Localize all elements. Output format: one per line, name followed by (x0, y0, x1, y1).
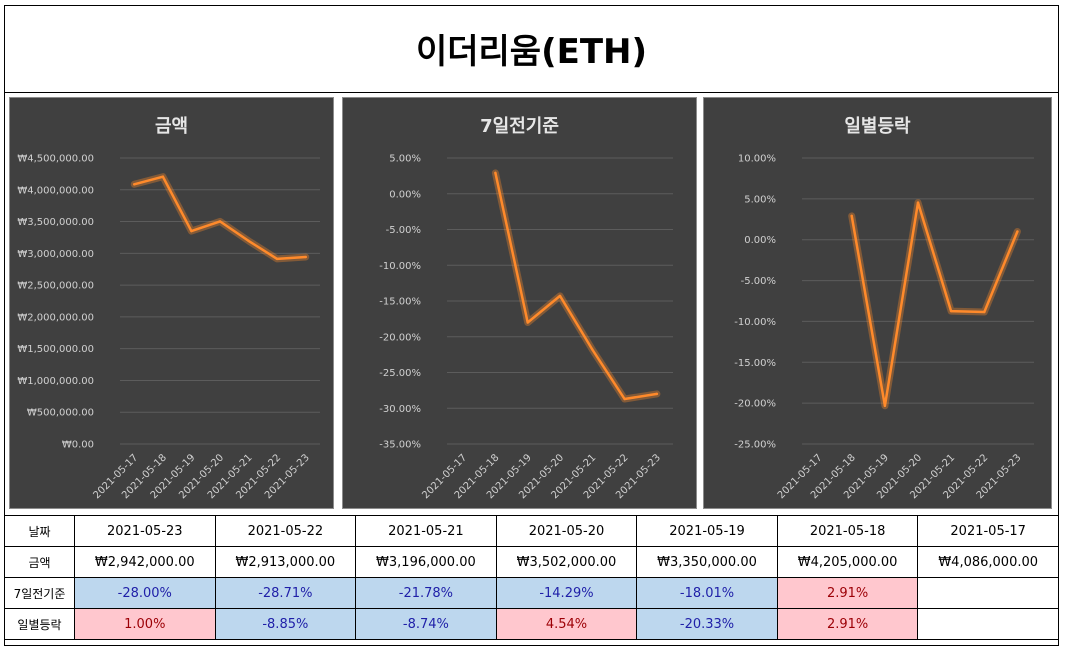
weekly-change-chart: 7일전기준 -35.00% -30.00% -25.00% -20.00% -15.00%… (342, 97, 697, 509)
table-row-week: 7일전기준 -28.00% -28.71% -21.78% -14.29% -18.01… (4, 577, 1059, 609)
amount-cell: ₩3,502,000.00 (495, 546, 638, 578)
amount-cell: ₩3,196,000.00 (355, 546, 497, 578)
daily-change-cell: -8.85% (214, 608, 357, 640)
y-tick-label: 10.00% (738, 154, 776, 165)
chart-svg: 일별등락 -25.00% -20.00% -15.00% -10.00% -5.00% 0.… (734, 116, 1034, 501)
y-tick-label: -10.00% (379, 261, 421, 272)
y-tick-label: ₩0.00 (62, 440, 94, 451)
week-change-cell: -14.29% (495, 577, 638, 609)
y-tick-label: -25.00% (734, 440, 776, 451)
data-point (949, 309, 953, 313)
chart-title: 일별등락 (844, 116, 911, 137)
week-change-cell (917, 577, 1059, 609)
data-point (1016, 230, 1019, 233)
week-change-cell: -21.78% (355, 577, 497, 609)
data-point (247, 239, 250, 243)
daily-change-cell: 2.91% (776, 608, 919, 640)
data-point (655, 392, 659, 396)
y-tick-label: ₩1,000,000.00 (17, 376, 94, 387)
y-tick-label: 5.00% (744, 194, 776, 205)
row-label-week: 7일전기준 (4, 577, 75, 609)
data-point (133, 183, 136, 186)
data-point (526, 321, 529, 324)
data-point (190, 229, 193, 233)
row-label-daily: 일별등락 (4, 608, 75, 640)
y-tick-label: -20.00% (379, 332, 421, 343)
data-point (591, 348, 594, 351)
y-tick-label: 0.00% (744, 235, 776, 246)
series-line (850, 201, 1019, 408)
data-point (494, 171, 497, 175)
amount-chart: 금액 ₩0.00 ₩500,000.00 ₩1,000,000.00 ₩1,500,00… (9, 97, 334, 509)
series-glow (848, 199, 1021, 410)
y-tick-label: ₩1,500,000.00 (17, 344, 94, 355)
series-line (494, 171, 659, 401)
y-tick-label: ₩2,000,000.00 (17, 312, 94, 323)
week-change-cell: 2.91% (776, 577, 919, 609)
table-row-amount: 금액 ₩2,942,000.00 ₩2,913,000.00 ₩3,196,000.… (4, 546, 1059, 578)
date-cell: 2021-05-21 (355, 515, 497, 547)
y-tick-label: -5.00% (741, 276, 776, 287)
chart-title: 7일전기준 (480, 116, 559, 137)
amount-cell: ₩3,350,000.00 (636, 546, 778, 578)
data-point (623, 397, 626, 401)
week-change-cell: -28.00% (74, 577, 216, 609)
amount-cell: ₩4,086,000.00 (917, 546, 1059, 578)
y-tick-label: -25.00% (379, 368, 421, 379)
data-point (983, 310, 986, 314)
y-tick-label: -5.00% (386, 225, 421, 236)
date-cell: 2021-05-17 (917, 515, 1059, 547)
chart-title: 금액 (155, 116, 188, 137)
y-tick-label: -15.00% (734, 358, 776, 369)
daily-change-chart: 일별등락 -25.00% -20.00% -15.00% -10.00% -5.00% 0.… (703, 97, 1052, 509)
y-tick-label: -10.00% (734, 317, 776, 328)
date-cell: 2021-05-19 (636, 515, 778, 547)
week-change-cell: -28.71% (214, 577, 357, 609)
y-tick-label: ₩4,500,000.00 (17, 154, 94, 165)
y-tick-label: -35.00% (379, 440, 421, 451)
amount-cell: ₩2,942,000.00 (74, 546, 216, 578)
y-tick-label: -15.00% (379, 297, 421, 308)
y-tick-label: ₩3,000,000.00 (17, 249, 94, 260)
data-table: 날짜 2021-05-23 2021-05-22 2021-05-21 2021-05… (4, 515, 1059, 640)
y-tick-label: -30.00% (379, 404, 421, 415)
daily-change-cell: -8.74% (355, 608, 497, 640)
chart-svg: 7일전기준 -35.00% -30.00% -25.00% -20.00% -15.00%… (379, 116, 673, 501)
date-cell: 2021-05-23 (74, 515, 216, 547)
y-tick-label: 5.00% (389, 154, 421, 165)
date-cell: 2021-05-18 (776, 515, 919, 547)
data-point (218, 220, 222, 223)
series-line (133, 175, 307, 261)
data-point (304, 255, 307, 259)
y-tick-label: ₩3,500,000.00 (17, 217, 94, 228)
data-point (850, 214, 853, 218)
table-row-daily: 일별등락 1.00% -8.85% -8.74% 4.54% -20.33% 2.91% (4, 608, 1059, 640)
y-tick-label: -20.00% (734, 399, 776, 410)
daily-change-cell: 1.00% (74, 608, 216, 640)
week-change-cell: -18.01% (636, 577, 778, 609)
chart-svg: 금액 ₩0.00 ₩500,000.00 ₩1,000,000.00 ₩1,500,00… (17, 116, 320, 501)
amount-cell: ₩2,913,000.00 (214, 546, 357, 578)
daily-change-cell (917, 608, 1059, 640)
data-point (558, 294, 562, 298)
data-point (275, 257, 279, 261)
daily-change-cell: 4.54% (495, 608, 638, 640)
data-point (916, 201, 920, 204)
y-tick-label: ₩500,000.00 (27, 408, 94, 419)
y-tick-label: ₩4,000,000.00 (17, 185, 94, 196)
row-label-date: 날짜 (4, 515, 75, 547)
y-tick-label: 0.00% (389, 189, 421, 200)
page-title: 이더리움(ETH) (4, 5, 1059, 93)
data-point (161, 175, 165, 178)
daily-change-cell: -20.33% (636, 608, 778, 640)
table-row-date: 날짜 2021-05-23 2021-05-22 2021-05-21 2021-05… (4, 515, 1059, 547)
series-glow (130, 173, 310, 263)
y-tick-label: ₩2,500,000.00 (17, 281, 94, 292)
amount-cell: ₩4,205,000.00 (776, 546, 919, 578)
date-cell: 2021-05-20 (495, 515, 638, 547)
data-point (883, 404, 887, 408)
date-cell: 2021-05-22 (214, 515, 357, 547)
row-label-amount: 금액 (4, 546, 75, 578)
